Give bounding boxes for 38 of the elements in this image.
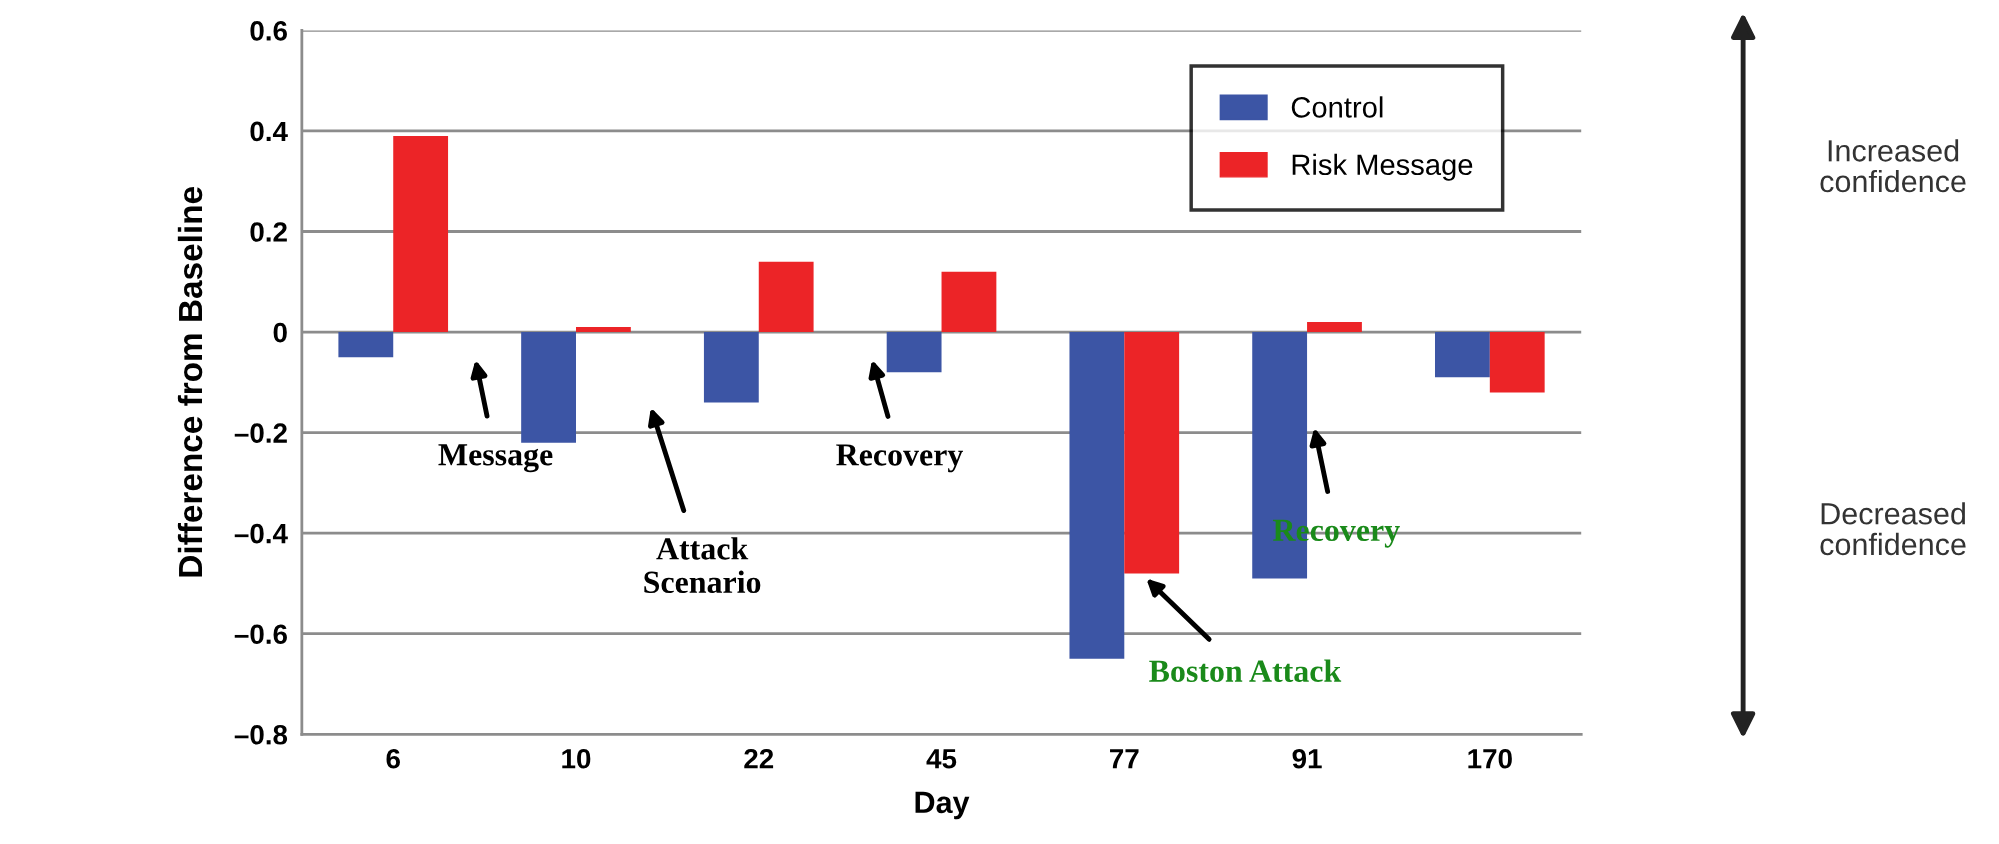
y-tick-label: –0.8 xyxy=(234,724,288,745)
y-tick-label: –0.6 xyxy=(234,624,287,645)
annotation: Recovery xyxy=(836,444,964,473)
text: Increased confidence xyxy=(1820,139,1966,193)
x-tick-label: 77 xyxy=(1110,749,1139,769)
y-tick-label: –0.2 xyxy=(234,423,287,443)
x-tick-label: 22 xyxy=(744,748,774,769)
bar xyxy=(703,332,759,403)
y-tick-label: 0.2 xyxy=(250,222,287,242)
annotation: Attack Scenario xyxy=(644,537,761,594)
y-tick-label: 0 xyxy=(273,322,287,343)
bar xyxy=(941,271,997,333)
bar xyxy=(1124,332,1180,574)
annotation: Message xyxy=(438,444,553,473)
x-tick-label: 170 xyxy=(1468,748,1512,769)
y-tick-label: –0.4 xyxy=(234,523,288,544)
bar xyxy=(393,135,449,333)
y-tick-label: 0.6 xyxy=(250,21,287,41)
text: Decreased confidence xyxy=(1820,502,1966,556)
bar xyxy=(338,332,394,358)
bar xyxy=(1489,332,1545,393)
x-tick-label: 10 xyxy=(562,748,591,769)
bar xyxy=(576,327,631,333)
y-tick-label: 0.4 xyxy=(250,121,288,142)
x-tick-label: 91 xyxy=(1292,748,1322,769)
bar xyxy=(1069,332,1125,659)
bar xyxy=(758,261,814,333)
bar xyxy=(886,332,942,373)
x-tick-label: 6 xyxy=(386,748,400,769)
bar xyxy=(1435,332,1490,378)
x-axis-title: Day xyxy=(915,791,970,820)
y-axis-title: Difference from Baseline xyxy=(177,187,203,577)
legend-label: Risk Message xyxy=(1292,153,1473,181)
bar xyxy=(521,332,576,443)
x-tick-label: 45 xyxy=(926,749,957,769)
bar xyxy=(1307,322,1362,333)
annotation: Boston Attack xyxy=(1149,659,1342,682)
legend-label: Control xyxy=(1291,96,1383,118)
